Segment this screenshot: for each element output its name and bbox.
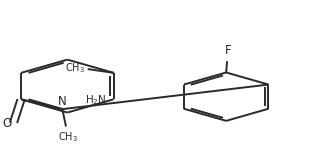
Text: N: N: [58, 95, 67, 108]
Text: CH$_3$: CH$_3$: [65, 61, 85, 75]
Text: H$_2$N: H$_2$N: [85, 94, 107, 107]
Text: O: O: [2, 117, 11, 130]
Text: F: F: [225, 44, 231, 57]
Text: CH$_3$: CH$_3$: [58, 130, 78, 144]
